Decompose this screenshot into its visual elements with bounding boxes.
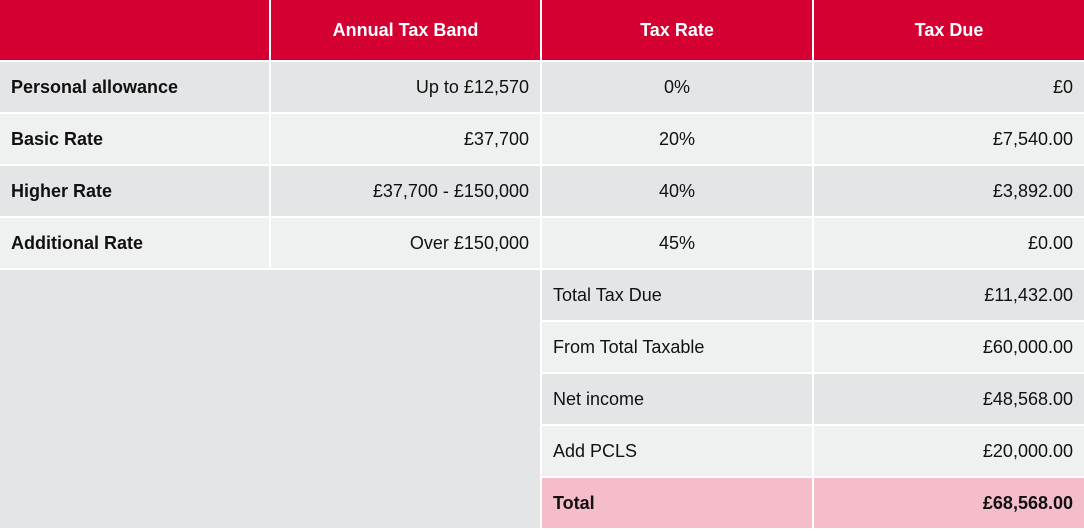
summary-value: £11,432.00: [814, 270, 1084, 320]
band-rate: 45%: [542, 218, 812, 268]
band-range: £37,700: [271, 114, 540, 164]
total-label: Total: [542, 478, 812, 528]
summary-label: Add PCLS: [542, 426, 812, 476]
header-empty: [0, 0, 269, 60]
summary-label: Total Tax Due: [542, 270, 812, 320]
band-range: Up to £12,570: [271, 62, 540, 112]
summary-value: £60,000.00: [814, 322, 1084, 372]
band-due: £0: [814, 62, 1084, 112]
band-due: £0.00: [814, 218, 1084, 268]
header-annual-tax-band: Annual Tax Band: [271, 0, 540, 60]
summary-label: From Total Taxable: [542, 322, 812, 372]
band-due: £7,540.00: [814, 114, 1084, 164]
summary-value: £48,568.00: [814, 374, 1084, 424]
header-tax-rate: Tax Rate: [542, 0, 812, 60]
header-tax-due: Tax Due: [814, 0, 1084, 60]
band-range: £37,700 - £150,000: [271, 166, 540, 216]
band-rate: 0%: [542, 62, 812, 112]
band-name: Basic Rate: [0, 114, 269, 164]
summary-label: Net income: [542, 374, 812, 424]
summary-spacer: [0, 270, 540, 528]
band-rate: 40%: [542, 166, 812, 216]
total-value: £68,568.00: [814, 478, 1084, 528]
band-name: Personal allowance: [0, 62, 269, 112]
band-name: Additional Rate: [0, 218, 269, 268]
summary-value: £20,000.00: [814, 426, 1084, 476]
band-rate: 20%: [542, 114, 812, 164]
band-due: £3,892.00: [814, 166, 1084, 216]
band-name: Higher Rate: [0, 166, 269, 216]
band-range: Over £150,000: [271, 218, 540, 268]
